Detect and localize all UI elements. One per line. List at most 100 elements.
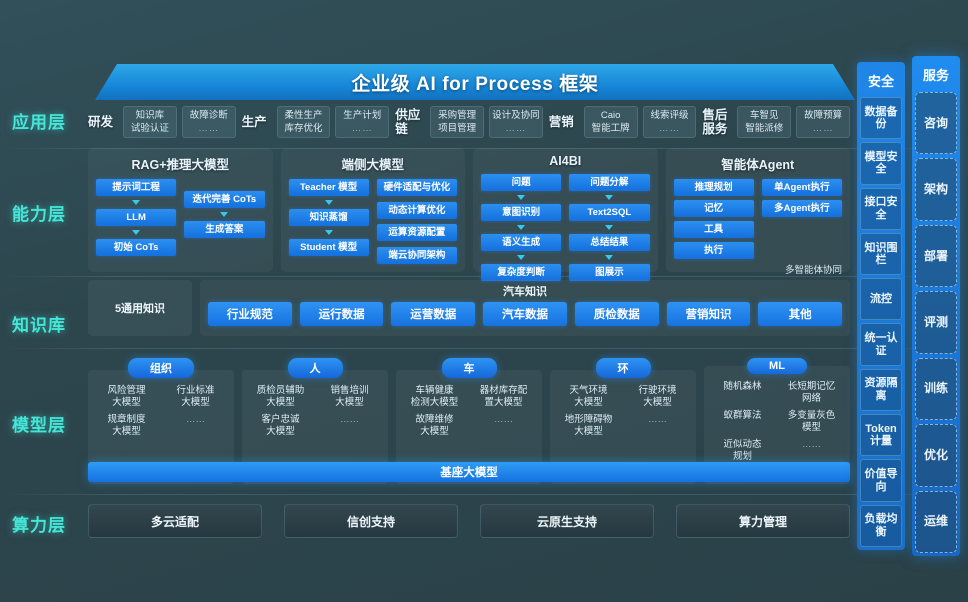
model-item[interactable]: 天气环境 大模型 [569, 385, 608, 408]
capability-panel-body: Teacher 模型 知识蒸馏 Student 模型 硬件适配与优化 动态计算优化 运算资… [288, 179, 457, 264]
application-cell[interactable]: 设计及协同 …… [488, 106, 543, 138]
application-cell-line: 生产计划 [343, 110, 382, 121]
capability-node[interactable]: 知识蒸馏 [288, 209, 369, 226]
application-cell[interactable]: 采购管理 项目管理 [430, 106, 484, 138]
service-item[interactable]: 运维 [915, 490, 957, 553]
service-item[interactable]: 咨询 [915, 92, 957, 155]
capability-node[interactable]: 端云协同架构 [376, 246, 457, 264]
application-cell[interactable]: 故障诊断 …… [181, 106, 236, 138]
model-item[interactable]: …… [648, 414, 667, 425]
service-item[interactable]: 训练 [915, 357, 957, 421]
knowledge-pill[interactable]: 运行数据 [299, 302, 384, 326]
compute-item[interactable]: 算力管理 [676, 504, 850, 538]
arrow-down-icon [605, 225, 614, 230]
capability-node[interactable]: 生成答案 [184, 221, 265, 238]
model-item[interactable]: 长短期记忆 网络 [787, 381, 836, 404]
model-item[interactable]: 随机森林 [723, 381, 762, 392]
application-cell[interactable]: 车智见 智能派修 [737, 106, 792, 138]
capability-node[interactable]: 迭代完善 CoTs [184, 191, 265, 208]
capability-node[interactable]: 单Agent执行 [761, 179, 842, 196]
application-cell[interactable]: 生产计划 …… [335, 106, 390, 138]
capability-node[interactable]: 意图识别 [481, 204, 562, 221]
model-item[interactable]: 规章制度 大模型 [107, 414, 146, 437]
model-item[interactable]: …… [340, 414, 359, 425]
service-item[interactable]: 架构 [915, 158, 957, 221]
capability-node[interactable]: 提示词工程 [96, 179, 177, 196]
capability-node[interactable]: Student 模型 [288, 239, 369, 256]
model-group-tag[interactable]: 组织 [128, 358, 194, 378]
model-item[interactable]: 行驶环境 大模型 [638, 385, 677, 408]
application-cell[interactable]: 线索评级 …… [642, 106, 697, 138]
knowledge-pill[interactable]: 汽车数据 [483, 302, 567, 326]
model-item[interactable]: 器材库存配 置大模型 [479, 385, 528, 408]
security-item[interactable]: 资源隔离 [860, 368, 902, 412]
security-column: 安全 数据备份 模型安全 接口安全 知识围栏 流控 统一认证 资源隔离 Token计量 价值导向… [857, 62, 905, 550]
capability-node[interactable]: 多Agent执行 [761, 200, 842, 217]
capability-node[interactable]: Text2SQL [569, 204, 650, 221]
knowledge-general-box[interactable]: 5通用知识 [88, 280, 192, 336]
capability-node[interactable]: 记忆 [673, 200, 754, 217]
model-group-tag[interactable]: ML [747, 358, 807, 374]
compute-item[interactable]: 多云适配 [88, 504, 262, 538]
application-cell[interactable]: 柔性生产 库存优化 [276, 106, 331, 138]
model-item[interactable]: 风险管理 大模型 [107, 385, 146, 408]
capability-node[interactable]: 复杂度判断 [481, 264, 562, 281]
compute-item[interactable]: 云原生支持 [480, 504, 654, 538]
capability-node[interactable]: 问题分解 [569, 174, 650, 191]
model-item[interactable]: 地形障碍物 大模型 [564, 414, 613, 437]
capability-node[interactable]: Teacher 模型 [288, 179, 369, 196]
capability-node[interactable]: 图展示 [569, 264, 650, 281]
security-item[interactable]: 模型安全 [860, 142, 902, 185]
model-item[interactable]: 多变量灰色 模型 [787, 410, 836, 433]
service-item[interactable]: 优化 [915, 424, 957, 487]
security-item[interactable]: 知识围栏 [860, 232, 902, 276]
security-item[interactable]: 价值导向 [860, 459, 902, 502]
capability-panel: 智能体Agent 推理规划 记忆 工具 执行 单Agent执行 多Agent执行 多智能体协同 [665, 148, 850, 276]
framework-banner: 企业级 AI for Process 框架 [95, 64, 855, 100]
capability-node[interactable]: 问题 [481, 174, 562, 191]
model-item[interactable]: 行业标准 大模型 [176, 385, 215, 408]
capability-node[interactable]: 运算资源配置 [376, 224, 457, 242]
model-item[interactable]: 故障维修 大模型 [415, 414, 454, 437]
security-item[interactable]: 负载均衡 [860, 504, 902, 547]
knowledge-pill[interactable]: 质检数据 [574, 302, 659, 326]
knowledge-pill[interactable]: 营销知识 [666, 302, 751, 326]
model-item[interactable]: 车辆健康 检测大模型 [410, 385, 459, 408]
capability-panel-title: AI4BI [549, 154, 582, 168]
base-model-bar[interactable]: 基座大模型 [88, 462, 850, 482]
application-cell[interactable]: 知识库 试验认证 [123, 106, 177, 138]
capability-node[interactable]: LLM [96, 209, 177, 226]
application-cell[interactable]: 故障预算 …… [796, 106, 850, 138]
model-group-tag[interactable]: 人 [287, 358, 343, 378]
model-item[interactable]: 近似动态 规划 [723, 439, 762, 462]
model-item[interactable]: 蚁群算法 [723, 410, 762, 421]
service-item[interactable]: 部署 [915, 224, 957, 288]
capability-node[interactable]: 语义生成 [481, 234, 562, 251]
capability-node[interactable]: 总结结果 [569, 234, 650, 251]
security-item[interactable]: 统一认证 [860, 323, 902, 366]
service-item[interactable]: 评测 [915, 291, 957, 354]
knowledge-pill[interactable]: 运营数据 [391, 302, 476, 326]
knowledge-pill[interactable]: 其他 [758, 302, 843, 326]
capability-node[interactable]: 硬件适配与优化 [376, 179, 457, 196]
model-item[interactable]: 销售培训 大模型 [330, 385, 369, 408]
model-item[interactable]: …… [494, 414, 513, 425]
application-cell[interactable]: Caio 智能工牌 [583, 106, 638, 138]
security-item[interactable]: 流控 [860, 278, 902, 321]
security-item[interactable]: 数据备份 [860, 97, 902, 140]
model-item[interactable]: …… [802, 439, 821, 450]
security-item[interactable]: Token计量 [860, 414, 902, 457]
model-group-tag[interactable]: 车 [441, 358, 497, 378]
knowledge-pill[interactable]: 行业规范 [208, 302, 292, 326]
capability-node[interactable]: 执行 [673, 242, 754, 259]
compute-item[interactable]: 信创支持 [284, 504, 458, 538]
capability-node[interactable]: 动态计算优化 [376, 201, 457, 219]
model-group-tag[interactable]: 环 [595, 358, 651, 378]
capability-node[interactable]: 推理规划 [673, 179, 754, 196]
security-item[interactable]: 接口安全 [860, 187, 902, 230]
model-item[interactable]: …… [186, 414, 205, 425]
capability-node[interactable]: 初始 CoTs [96, 239, 177, 256]
capability-node[interactable]: 工具 [673, 221, 754, 238]
model-item[interactable]: 客户忠诚 大模型 [261, 414, 300, 437]
model-item[interactable]: 质检员辅助 大模型 [256, 385, 305, 408]
